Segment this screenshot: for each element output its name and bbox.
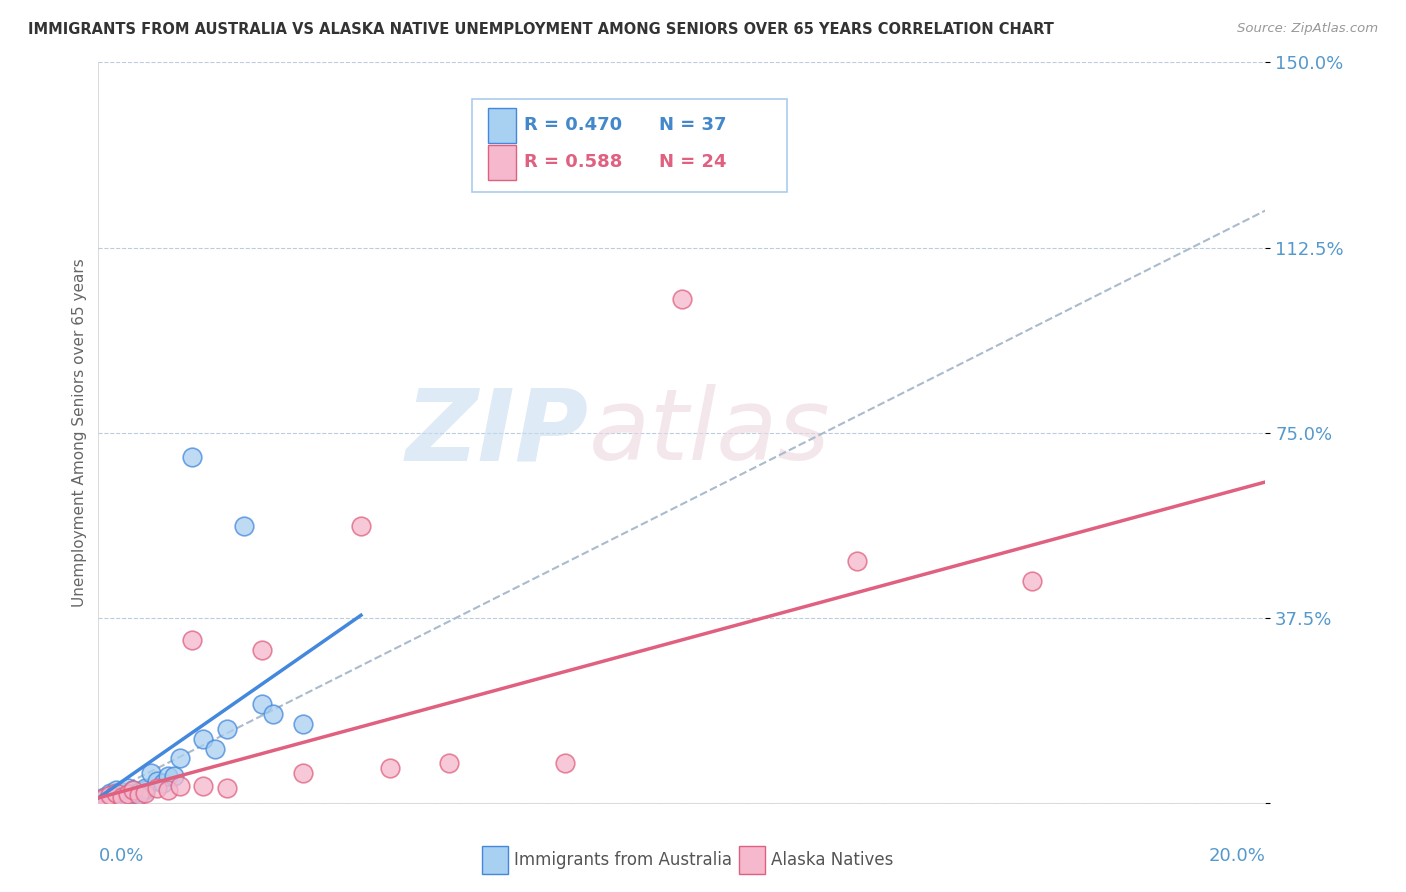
Point — [139, 766, 162, 780]
Point — [134, 780, 156, 795]
Point — [146, 773, 169, 788]
Text: N = 37: N = 37 — [658, 116, 725, 135]
Text: R = 0.588: R = 0.588 — [524, 153, 623, 171]
Point — [193, 731, 215, 746]
Point — [180, 450, 202, 465]
Point — [437, 756, 460, 771]
Point — [215, 722, 238, 736]
Point — [111, 785, 134, 799]
Point — [250, 642, 273, 657]
Point — [96, 790, 118, 805]
Point — [380, 761, 402, 775]
Point — [122, 786, 145, 800]
Point — [163, 769, 186, 783]
Text: R = 0.470: R = 0.470 — [524, 116, 623, 135]
Point — [93, 790, 115, 805]
Point — [98, 789, 121, 803]
Point — [846, 554, 869, 568]
Point — [93, 792, 115, 806]
Point — [98, 792, 121, 806]
Point — [204, 741, 226, 756]
Point — [104, 787, 127, 801]
Point — [117, 787, 139, 801]
Point — [350, 519, 373, 533]
Point — [554, 756, 576, 771]
Point — [169, 779, 191, 793]
Y-axis label: Unemployment Among Seniors over 65 years: Unemployment Among Seniors over 65 years — [72, 259, 87, 607]
Point — [128, 789, 150, 803]
Point — [128, 787, 150, 801]
Point — [93, 789, 115, 804]
Text: IMMIGRANTS FROM AUSTRALIA VS ALASKA NATIVE UNEMPLOYMENT AMONG SENIORS OVER 65 YE: IMMIGRANTS FROM AUSTRALIA VS ALASKA NATI… — [28, 22, 1054, 37]
Point — [215, 780, 238, 795]
FancyBboxPatch shape — [740, 847, 765, 874]
Point — [128, 785, 150, 799]
Point — [111, 789, 134, 803]
Text: ZIP: ZIP — [405, 384, 589, 481]
Point — [90, 793, 112, 807]
Text: 0.0%: 0.0% — [98, 847, 143, 865]
Point — [134, 786, 156, 800]
Point — [291, 766, 314, 780]
Point — [90, 793, 112, 807]
Text: Source: ZipAtlas.com: Source: ZipAtlas.com — [1237, 22, 1378, 36]
Point — [1021, 574, 1043, 588]
FancyBboxPatch shape — [482, 847, 508, 874]
Point — [291, 716, 314, 731]
Point — [157, 769, 180, 783]
Point — [146, 780, 169, 795]
Point — [117, 780, 139, 795]
Point — [111, 789, 134, 804]
Point — [157, 783, 180, 797]
Point — [104, 783, 127, 797]
Point — [117, 789, 139, 804]
Point — [122, 783, 145, 797]
Point — [233, 519, 256, 533]
Point — [104, 790, 127, 805]
Point — [134, 783, 156, 797]
Point — [262, 706, 284, 721]
Point — [104, 786, 127, 800]
Point — [180, 632, 202, 647]
Point — [101, 789, 124, 804]
Point — [98, 789, 121, 803]
Point — [98, 786, 121, 800]
FancyBboxPatch shape — [488, 145, 516, 180]
Point — [111, 790, 134, 805]
Point — [671, 293, 693, 307]
Text: Immigrants from Australia: Immigrants from Australia — [513, 851, 733, 869]
Point — [117, 787, 139, 801]
FancyBboxPatch shape — [472, 99, 787, 192]
Point — [152, 776, 174, 790]
Point — [169, 751, 191, 765]
Point — [193, 779, 215, 793]
Text: N = 24: N = 24 — [658, 153, 725, 171]
Text: 20.0%: 20.0% — [1209, 847, 1265, 865]
FancyBboxPatch shape — [488, 108, 516, 143]
Text: atlas: atlas — [589, 384, 830, 481]
Point — [122, 783, 145, 797]
Text: Alaska Natives: Alaska Natives — [770, 851, 893, 869]
Point — [250, 697, 273, 711]
